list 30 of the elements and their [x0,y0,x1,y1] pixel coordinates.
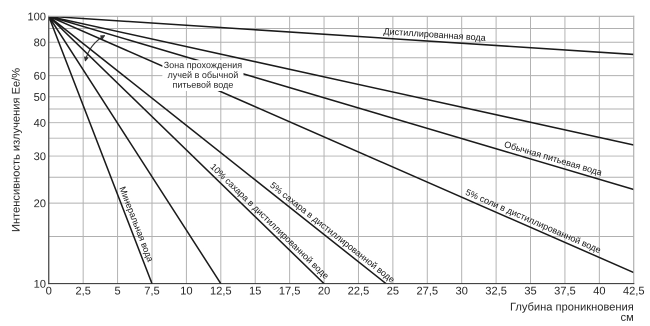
y-tick-label: 20 [34,199,46,208]
x-tick-label: 30 [456,286,468,295]
x-tick-label: 15 [250,286,261,295]
y-tick-label: 100 [28,12,46,20]
y-tick-label: 60 [34,72,46,80]
x-tick-label: 22,5 [348,286,369,296]
x-tick-label: 10 [181,286,192,295]
y-tick-label: 40 [34,118,46,127]
x-tick-label: 25 [387,286,399,295]
x-tick-label: 35 [524,286,536,295]
x-tick-label: 20 [318,286,330,295]
x-tick-label: 12,5 [210,286,232,296]
x-tick-label: 37,5 [554,286,576,296]
y-tick-label: 80 [34,38,46,46]
x-tick-label: 40 [593,286,606,295]
x-tick-label: 42,5 [623,286,644,296]
x-tick-label: 17,5 [280,286,300,296]
series-label: Дистиллированная вода [383,28,486,43]
x-tick-label: 5 [114,286,120,295]
annotation: Зона прохождения лучей в обычной питьевой воде [164,62,242,90]
x-tick-label: 7,5 [144,286,160,296]
y-tick-label: 30 [34,152,46,160]
x-tick-label: 32,5 [486,286,506,296]
y-axis-title: Интенсивность излучения Ee/% [12,68,22,232]
x-tick-label: 0 [46,286,52,295]
x-axis-title: Глубина проникновения см [510,302,633,321]
x-tick-label: 27,5 [417,286,438,296]
y-tick-label: 10 [34,280,46,288]
x-tick-label: 2,5 [76,286,90,296]
y-tick-label: 50 [34,93,46,101]
